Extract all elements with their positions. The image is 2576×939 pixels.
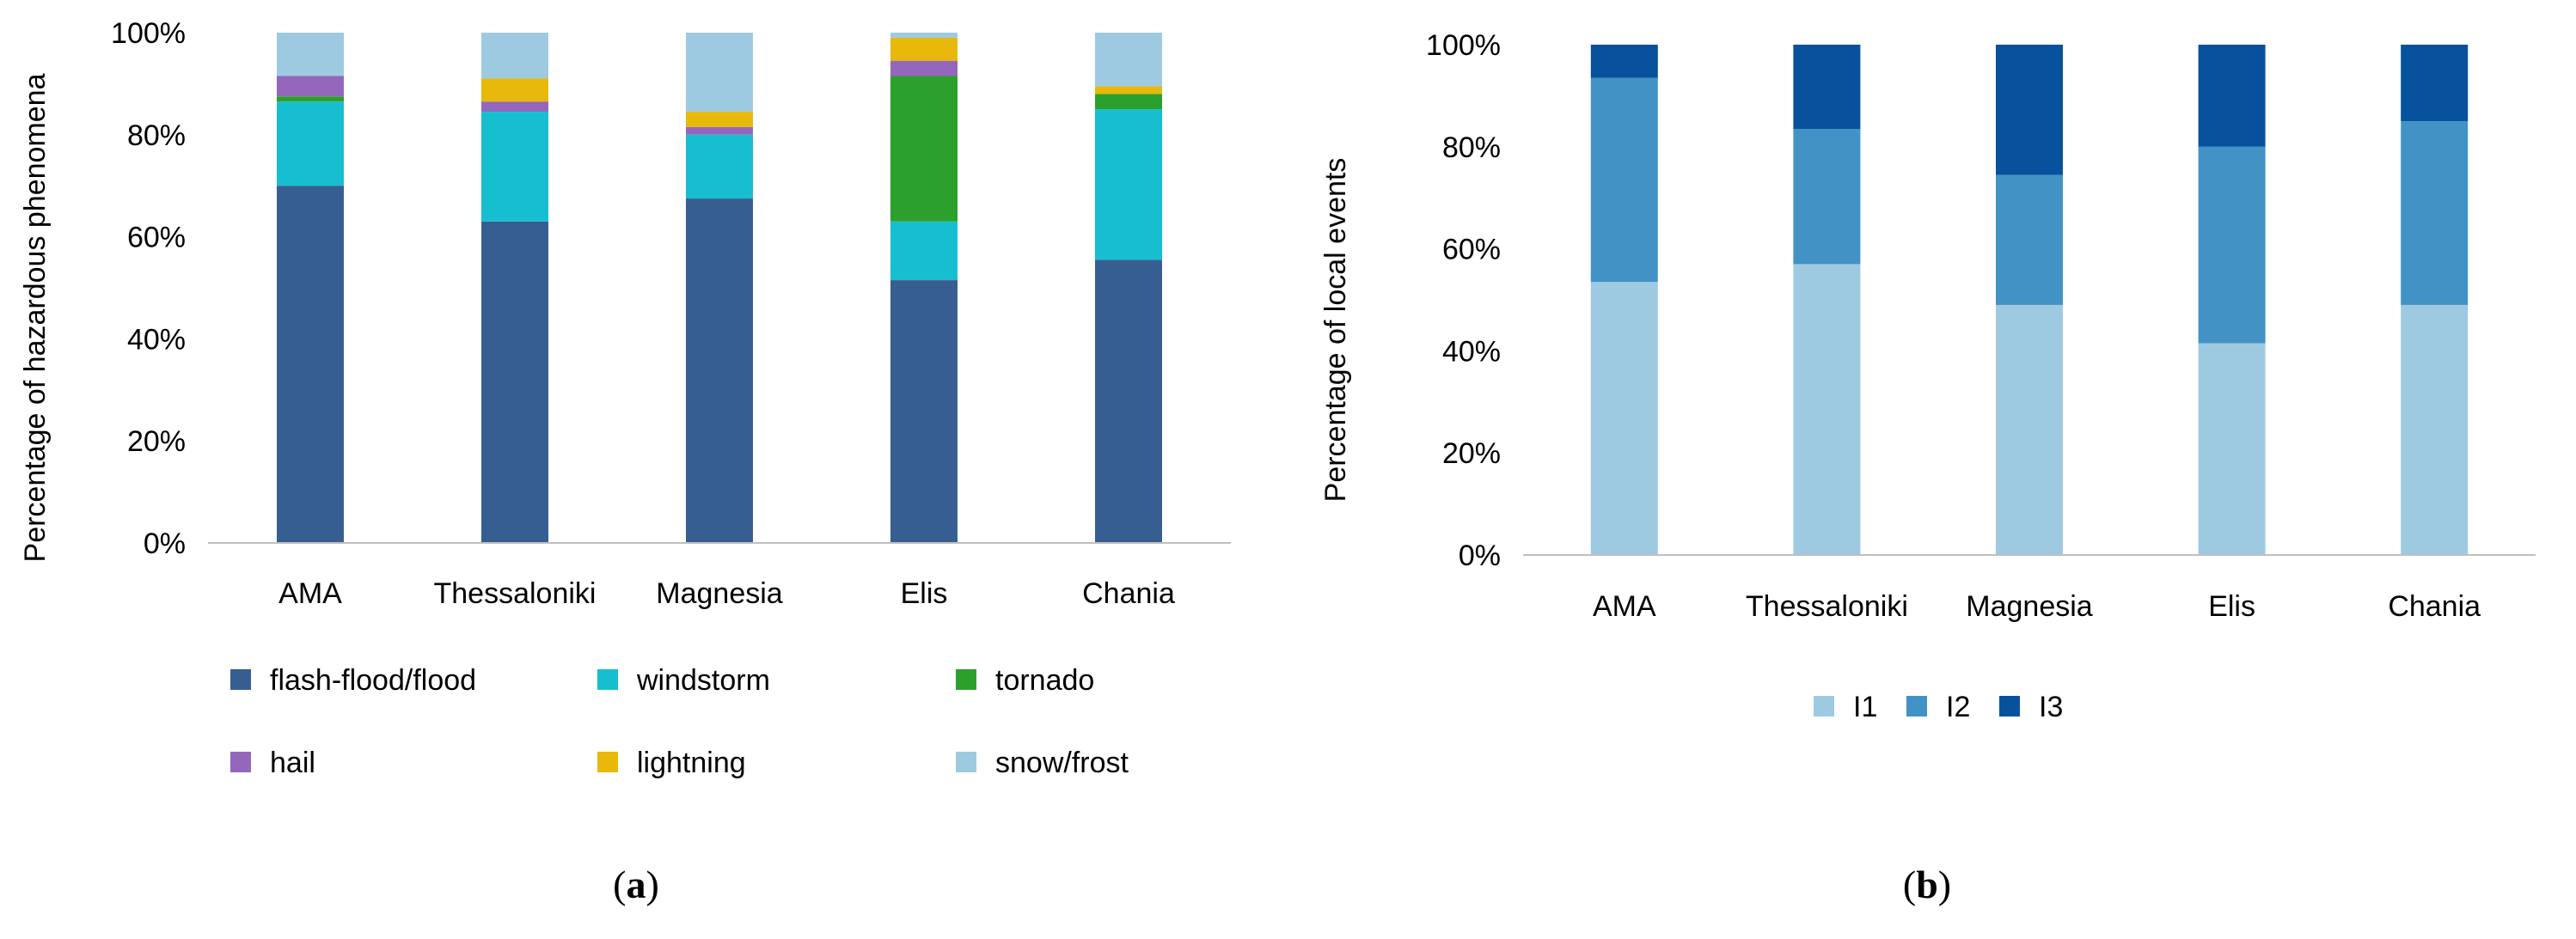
legend-label: hail xyxy=(270,747,315,779)
x-category-label: Chania xyxy=(1082,577,1175,610)
y-tick-label: 100% xyxy=(1426,29,1501,62)
bar-segment xyxy=(1095,33,1162,87)
bar-segment xyxy=(2401,45,2469,122)
y-tick-label: 40% xyxy=(127,323,186,356)
x-category-label: AMA xyxy=(1593,590,1656,623)
legend-label: snow/frost xyxy=(995,747,1129,779)
bar-segment xyxy=(277,76,344,97)
legend-label: windstorm xyxy=(636,664,770,697)
x-category-label: Chania xyxy=(2388,590,2481,623)
x-category-label: Magnesia xyxy=(656,577,783,610)
bar-segment xyxy=(1095,94,1162,110)
bar-segment xyxy=(2198,343,2266,555)
bar-segment xyxy=(277,101,344,186)
y-tick-label: 100% xyxy=(111,17,186,50)
bar-segment xyxy=(1996,45,2063,175)
bar-segment xyxy=(890,33,958,38)
bar-segment xyxy=(277,96,344,102)
bar-segment xyxy=(686,134,753,199)
y-axis-label: Percentage of local events xyxy=(1319,158,1352,503)
legend-swatch xyxy=(230,752,251,772)
bar-segment xyxy=(277,33,344,76)
y-tick-label: 20% xyxy=(1442,437,1501,470)
bar-segment xyxy=(481,221,548,543)
legend-label: flash-flood/flood xyxy=(270,664,476,697)
chart-a: 0% 20% 40% 60% 80% 100% Percentage of hazardou… xyxy=(19,17,1231,906)
bar-segment xyxy=(1095,109,1162,260)
legend-label: I3 xyxy=(2039,691,2063,723)
legend-swatch xyxy=(597,752,618,772)
legend-swatch xyxy=(1906,696,1927,716)
bar-segment xyxy=(1793,264,1861,555)
y-tick-label: 0% xyxy=(144,527,186,560)
legend-swatch xyxy=(230,669,251,690)
bar-segment xyxy=(686,112,753,127)
bar-segment xyxy=(1590,45,1658,78)
bar-segment xyxy=(1590,282,1658,555)
bar-segment xyxy=(890,37,958,61)
x-category-label: Elis xyxy=(2208,590,2255,623)
y-tick-label: 80% xyxy=(127,119,186,152)
x-category-label: Thessaloniki xyxy=(434,577,597,610)
bar-segment xyxy=(481,78,548,102)
bar-segment xyxy=(2198,45,2266,147)
legend-label: I2 xyxy=(1946,691,1970,723)
bar-segment xyxy=(1095,86,1162,95)
legend-swatch xyxy=(597,669,618,690)
x-category-label: AMA xyxy=(278,577,342,610)
bar-segment xyxy=(890,280,958,543)
legend-swatch xyxy=(956,669,976,690)
y-tick-label: 20% xyxy=(127,425,186,458)
bar-segment xyxy=(481,33,548,79)
bar-segment xyxy=(1793,45,1861,130)
bar-segment xyxy=(890,221,958,281)
bar-segment xyxy=(2198,146,2266,344)
legend-swatch xyxy=(1814,696,1834,716)
y-tick-label: 80% xyxy=(1442,131,1501,164)
legend-label: tornado xyxy=(995,664,1094,697)
legend-swatch xyxy=(956,752,976,772)
panel-label: (b) xyxy=(1903,863,1951,906)
bar-segment xyxy=(1590,77,1658,283)
bar-segment xyxy=(890,60,958,76)
bar-segment xyxy=(686,126,753,135)
panel-label: (a) xyxy=(613,863,659,906)
bar-segment xyxy=(277,186,344,543)
bar-segment xyxy=(2401,304,2469,555)
bar-segment xyxy=(1996,304,2063,555)
x-category-label: Thessaloniki xyxy=(1746,590,1908,623)
chart-b: 0% 20% 40% 60% 80% 100% Percentage of local ev… xyxy=(1319,29,2536,906)
y-axis-label: Percentage of hazardous phenomena xyxy=(19,73,52,562)
y-tick-label: 0% xyxy=(1459,540,1501,572)
y-tick-label: 40% xyxy=(1442,335,1501,368)
bar-segment xyxy=(686,198,753,544)
x-category-label: Elis xyxy=(901,577,948,610)
bar-segment xyxy=(890,76,958,222)
bar-segment xyxy=(2401,121,2469,305)
x-category-label: Magnesia xyxy=(1966,590,2093,623)
bar-segment xyxy=(481,112,548,222)
bar-segment xyxy=(1095,259,1162,543)
y-tick-label: 60% xyxy=(127,222,186,254)
bar-segment xyxy=(686,33,753,113)
bar-segment xyxy=(1996,174,2063,305)
legend-label: lightning xyxy=(637,747,746,779)
y-tick-label: 60% xyxy=(1442,234,1501,266)
legend-swatch xyxy=(1999,696,2020,716)
bar-segment xyxy=(1793,129,1861,265)
bar-segment xyxy=(481,101,548,113)
legend-label: I1 xyxy=(1853,691,1877,723)
